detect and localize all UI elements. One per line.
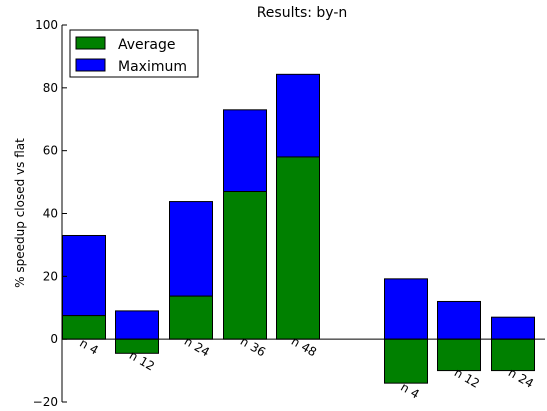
legend-swatch: [76, 59, 105, 71]
y-tick-label: 40: [43, 207, 58, 221]
legend: Average Maximum: [70, 30, 198, 77]
bar-maximum: [63, 235, 106, 315]
y-tick-label: 60: [43, 144, 58, 158]
bar-average: [385, 339, 428, 383]
chart-title: Results: by-n: [257, 5, 348, 21]
bar-maximum: [438, 301, 481, 339]
bar-average: [277, 157, 320, 339]
y-tick-label: 20: [43, 269, 58, 283]
y-tick-label: 100: [35, 18, 58, 32]
legend-label: Average: [118, 37, 176, 53]
legend-swatch: [76, 37, 105, 49]
legend-label: Maximum: [118, 59, 187, 75]
bar-maximum: [170, 202, 213, 297]
y-tick-label: −20: [33, 395, 58, 409]
bar-maximum: [492, 317, 535, 339]
bar-maximum: [277, 74, 320, 157]
y-tick-label: 0: [50, 332, 58, 346]
bar-maximum: [385, 279, 428, 339]
bar-average: [170, 296, 213, 339]
y-tick-label: 80: [43, 81, 58, 95]
bar-maximum: [224, 110, 267, 192]
y-axis-label: % speedup closed vs flat: [13, 138, 27, 288]
bar-average: [224, 192, 267, 340]
bar-maximum: [116, 311, 159, 339]
